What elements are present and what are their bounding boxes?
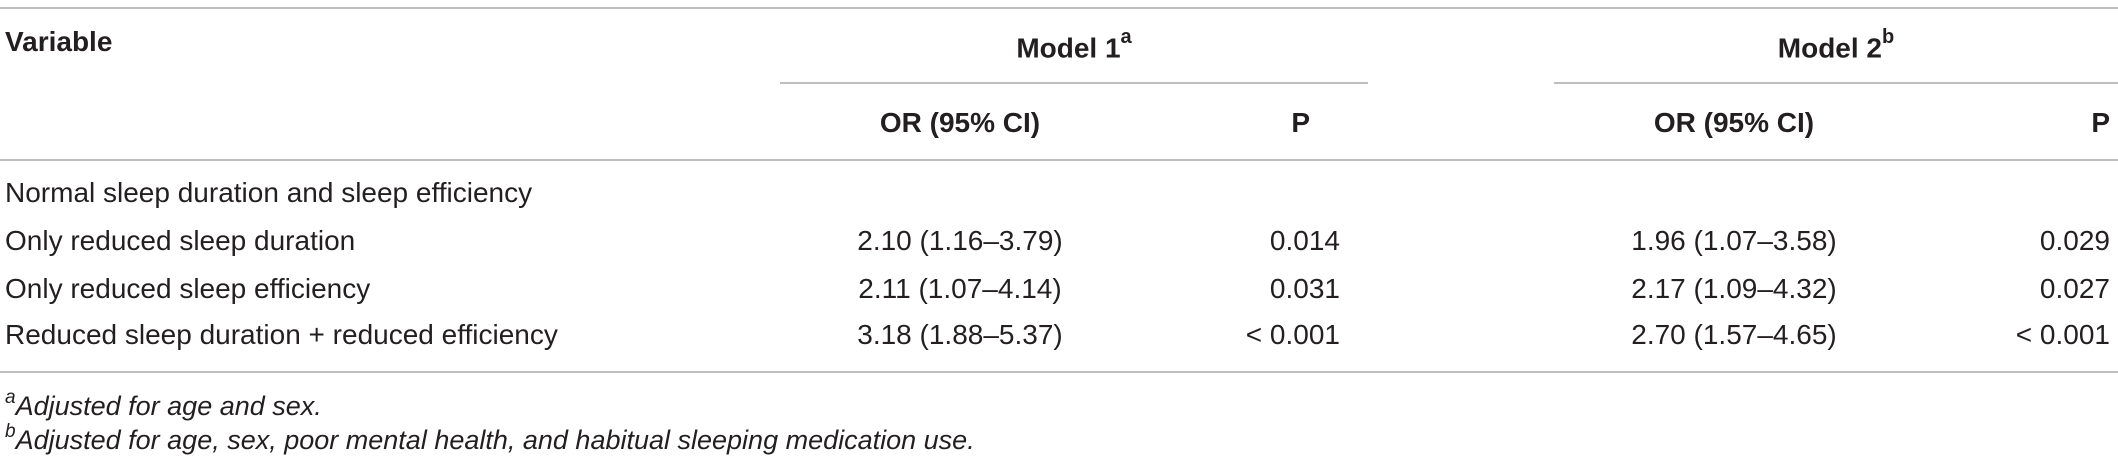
row-1-m1-p: 0.014 xyxy=(1269,225,1340,256)
row-2-m1-or: 2.11 (1.07–4.14) xyxy=(858,273,1062,304)
top-rule xyxy=(0,7,2118,9)
row-2-variable: Only reduced sleep efficiency xyxy=(5,273,371,304)
header-model1-p: P xyxy=(1291,107,1310,138)
header-model1: Model 1a xyxy=(780,24,1368,65)
model1-span-rule xyxy=(780,82,1368,84)
footnote-a-mark: a xyxy=(5,387,16,408)
row-0-variable: Normal sleep duration and sleep efficien… xyxy=(5,177,533,208)
footnote-a: aAdjusted for age and sex. xyxy=(5,383,322,423)
header-model2-sup: b xyxy=(1882,26,1895,48)
header-model2-p: P xyxy=(2091,107,2110,138)
header-variable: Variable xyxy=(5,26,113,57)
row-1-variable: Only reduced sleep duration xyxy=(5,225,356,256)
row-3-m2-p: < 0.001 xyxy=(2015,319,2110,350)
row-2-m2-p: 0.027 xyxy=(2039,273,2110,304)
row-2-m2-or: 2.17 (1.09–4.32) xyxy=(1631,273,1837,304)
footnote-b-text: Adjusted for age, sex, poor mental healt… xyxy=(15,425,975,455)
footnote-b-mark: b xyxy=(5,421,16,442)
model2-span-rule xyxy=(1554,82,2118,84)
row-3-variable: Reduced sleep duration + reduced efficie… xyxy=(5,319,558,350)
footnote-b: bAdjusted for age, sex, poor mental heal… xyxy=(5,417,975,457)
row-2-m1-p: 0.031 xyxy=(1269,273,1340,304)
header-model1-or: OR (95% CI) xyxy=(879,107,1041,138)
row-3-m1-p: < 0.001 xyxy=(1245,319,1340,350)
row-1-m2-or: 1.96 (1.07–3.58) xyxy=(1631,225,1837,256)
row-1-m1-or: 2.10 (1.16–3.79) xyxy=(857,225,1063,256)
row-3-m2-or: 2.70 (1.57–4.65) xyxy=(1631,319,1837,350)
footnote-a-text: Adjusted for age and sex. xyxy=(15,391,322,421)
row-3-m1-or: 3.18 (1.88–5.37) xyxy=(857,319,1063,350)
header-model1-label: Model 1 xyxy=(1016,32,1121,64)
header-model1-sup: a xyxy=(1120,26,1132,48)
header-bottom-rule xyxy=(0,159,2118,161)
header-model2-or: OR (95% CI) xyxy=(1653,107,1815,138)
header-model2-label: Model 2 xyxy=(1777,32,1882,64)
header-model2: Model 2b xyxy=(1554,24,2118,65)
table-bottom-rule xyxy=(0,371,2118,373)
row-1-m2-p: 0.029 xyxy=(2039,225,2110,256)
